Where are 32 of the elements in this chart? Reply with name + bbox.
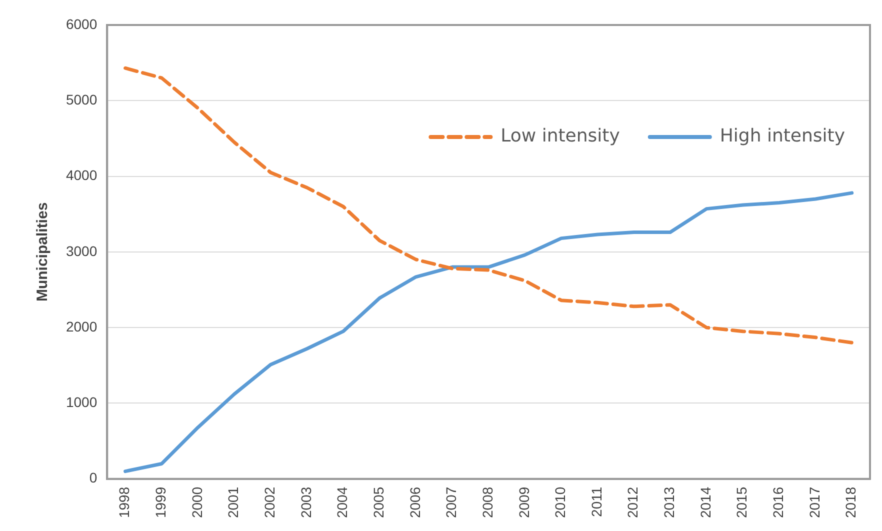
x-tick-label: 2016 — [770, 486, 786, 518]
x-tick-label: 2001 — [225, 486, 242, 518]
x-tick-label: 2014 — [697, 486, 714, 518]
line-series — [124, 66, 854, 344]
legend-label: Low intensity — [500, 126, 620, 147]
x-tick-label: 2009 — [516, 486, 532, 518]
x-tick-label: 1998 — [116, 486, 132, 518]
x-tick-label: 2002 — [261, 486, 278, 518]
x-tick-label: 2013 — [661, 486, 678, 518]
y-tick-label: 2000 — [66, 318, 98, 334]
y-tick-label: 6000 — [66, 16, 98, 32]
y-axis-title: Municipalities — [34, 202, 52, 302]
x-tick-label: 2011 — [588, 486, 604, 517]
legend-label: High intensity — [720, 126, 846, 147]
y-tick-label: 4000 — [66, 167, 98, 184]
y-tick-label: 3000 — [66, 242, 98, 259]
y-tick-label: 5000 — [66, 92, 98, 108]
x-tick-label: 2017 — [806, 486, 822, 518]
x-tick-label: 2010 — [552, 486, 568, 518]
x-tick-label: 1999 — [152, 486, 168, 518]
x-tick-label: 2004 — [334, 486, 350, 518]
x-tick-label: 2018 — [842, 486, 859, 518]
x-tick-label: 2003 — [298, 486, 314, 518]
x-tick-label: 2012 — [624, 486, 641, 518]
y-tick-label: 0 — [89, 470, 98, 486]
y-tick-label: 1000 — [66, 394, 98, 410]
x-tick-label: 2008 — [479, 486, 496, 518]
x-tick-label: 2006 — [406, 486, 423, 518]
x-tick-label: 2000 — [188, 486, 205, 518]
x-tick-label: 2007 — [443, 486, 460, 518]
x-tick-label: 2015 — [734, 486, 750, 518]
x-tick-label: 2005 — [370, 486, 386, 518]
